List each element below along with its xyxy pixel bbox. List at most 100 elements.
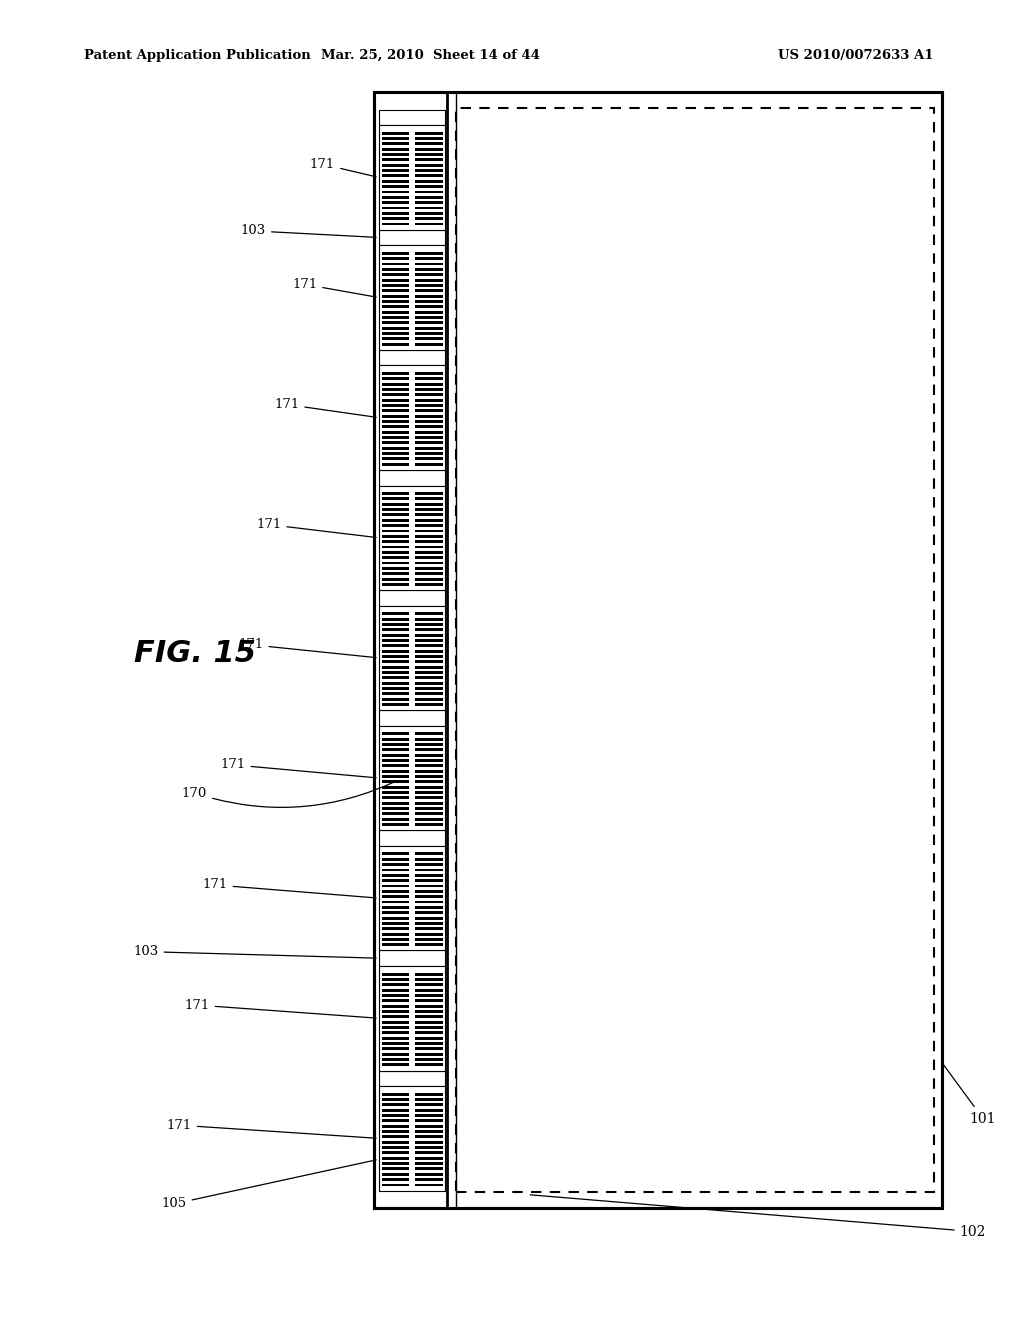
Bar: [374, 92, 942, 1208]
Bar: [415, 612, 442, 615]
Bar: [382, 1167, 410, 1171]
Bar: [415, 869, 442, 871]
Bar: [382, 1114, 410, 1117]
Bar: [382, 939, 410, 941]
Bar: [382, 1041, 410, 1045]
Bar: [415, 1162, 442, 1166]
Bar: [415, 268, 442, 271]
Bar: [415, 733, 442, 735]
Bar: [415, 185, 442, 189]
Bar: [382, 300, 410, 302]
Bar: [382, 441, 410, 445]
Text: US 2010/0072633 A1: US 2010/0072633 A1: [778, 49, 934, 62]
Bar: [382, 566, 410, 570]
Bar: [382, 174, 410, 177]
Bar: [379, 125, 445, 230]
Bar: [382, 983, 410, 986]
Bar: [382, 420, 410, 422]
Bar: [415, 195, 442, 199]
Bar: [382, 884, 410, 887]
Bar: [415, 681, 442, 685]
Bar: [382, 556, 410, 560]
Bar: [415, 628, 442, 631]
Bar: [382, 1109, 410, 1111]
Bar: [382, 257, 410, 260]
Bar: [382, 263, 410, 265]
Bar: [379, 830, 445, 846]
Bar: [415, 508, 442, 511]
Bar: [382, 1162, 410, 1166]
Bar: [382, 326, 410, 330]
Bar: [382, 1125, 410, 1127]
Bar: [415, 796, 442, 800]
Bar: [415, 1010, 442, 1012]
Bar: [382, 921, 410, 925]
Bar: [382, 1031, 410, 1035]
Bar: [415, 529, 442, 532]
Bar: [415, 1151, 442, 1155]
Text: 171: 171: [274, 397, 376, 417]
Bar: [415, 994, 442, 997]
Bar: [379, 1071, 445, 1086]
Bar: [415, 649, 442, 652]
Bar: [382, 550, 410, 554]
Bar: [415, 1104, 442, 1106]
Text: 171: 171: [220, 758, 376, 777]
Text: 171: 171: [310, 157, 376, 177]
Bar: [382, 583, 410, 586]
Bar: [382, 279, 410, 281]
Bar: [382, 430, 410, 434]
Bar: [415, 372, 442, 375]
Bar: [382, 698, 410, 701]
Bar: [415, 513, 442, 516]
Bar: [379, 846, 445, 950]
Bar: [415, 436, 442, 440]
Bar: [415, 492, 442, 495]
Bar: [382, 895, 410, 898]
Bar: [382, 1130, 410, 1133]
Text: 171: 171: [203, 878, 376, 898]
Bar: [415, 143, 442, 145]
Bar: [415, 874, 442, 876]
Bar: [379, 366, 445, 470]
Bar: [382, 573, 410, 576]
Bar: [382, 775, 410, 777]
Bar: [415, 807, 442, 810]
Bar: [415, 174, 442, 177]
Bar: [382, 1015, 410, 1018]
Bar: [415, 463, 442, 466]
Bar: [415, 420, 442, 422]
Bar: [415, 503, 442, 506]
Bar: [415, 223, 442, 226]
Bar: [415, 785, 442, 789]
Bar: [415, 132, 442, 135]
Bar: [382, 1026, 410, 1030]
Bar: [415, 686, 442, 690]
Bar: [415, 1036, 442, 1040]
Bar: [415, 818, 442, 821]
Bar: [382, 1156, 410, 1160]
Text: 170: 170: [182, 781, 396, 808]
Bar: [382, 759, 410, 762]
Bar: [415, 906, 442, 909]
Bar: [382, 973, 410, 975]
Bar: [415, 1053, 442, 1056]
Bar: [382, 1173, 410, 1176]
Bar: [382, 813, 410, 816]
Bar: [382, 436, 410, 440]
Bar: [415, 1098, 442, 1101]
Bar: [382, 578, 410, 581]
Bar: [382, 185, 410, 189]
Bar: [382, 310, 410, 314]
Bar: [382, 890, 410, 892]
Bar: [379, 110, 445, 125]
Bar: [415, 1156, 442, 1160]
Bar: [415, 759, 442, 762]
Bar: [415, 137, 442, 140]
Bar: [415, 284, 442, 286]
Bar: [382, 333, 410, 335]
Bar: [415, 770, 442, 772]
Bar: [382, 545, 410, 549]
Bar: [415, 388, 442, 391]
Bar: [415, 1130, 442, 1133]
